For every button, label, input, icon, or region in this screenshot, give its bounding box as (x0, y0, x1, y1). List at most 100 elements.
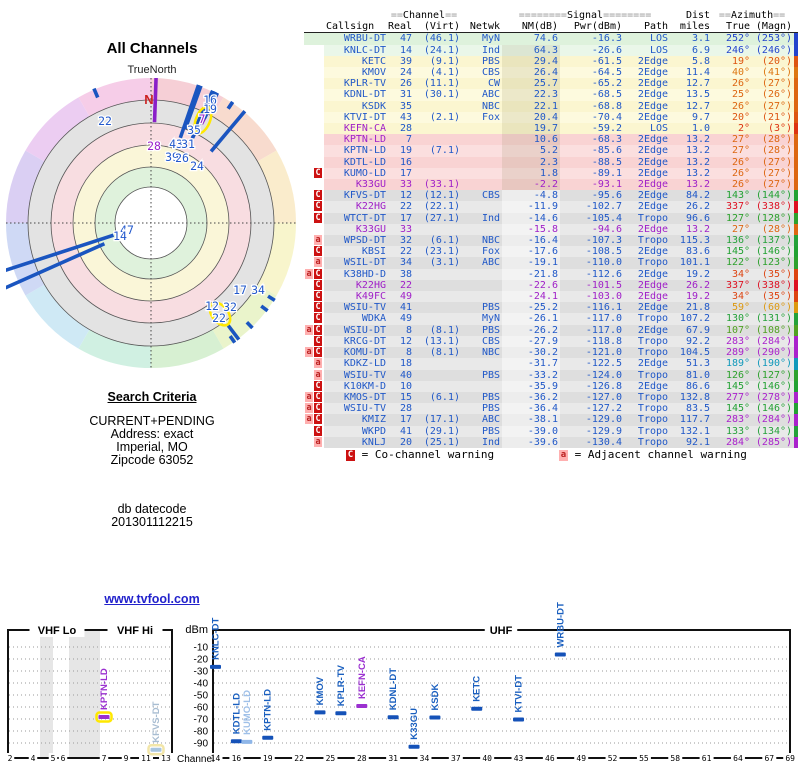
power-dbm-cell: -127.2 (585, 403, 622, 415)
co-channel-icon: C (314, 414, 322, 425)
search-criteria-title: Search Criteria (107, 390, 197, 404)
azimuth-magn-cell: (278°) (755, 391, 793, 403)
radar-spoke (226, 324, 241, 341)
nm-db-cell: -19.1 (502, 257, 560, 269)
virtual-channel-cell (414, 358, 462, 369)
nm-db-cell: -26.1 (502, 313, 560, 325)
miles-cell: 19.2 (685, 291, 711, 303)
real-channel-cell: 22 (399, 246, 412, 258)
real-channel-cell: 17 (399, 167, 412, 179)
warning-markers (304, 89, 324, 101)
table-row: C WTCT-DT 17 (27.1) Ind -14.6 -105.4 Tropo 96.6 1… (304, 212, 799, 224)
callsign-cell: K33GU (355, 179, 386, 191)
callsign-cell: WRBU-DT (343, 33, 386, 45)
table-row: C KRCG-DT 12 (13.1) CBS -27.9 -118.8 Tropo 92.2 2… (304, 335, 799, 348)
nm-db-cell: 19.7 (502, 123, 560, 135)
criteria-city: Imperial, MO (116, 440, 188, 454)
network-cell (462, 134, 502, 145)
warning-markers: C (304, 291, 324, 303)
warning-markers (304, 134, 324, 146)
power-dbm-cell: -129.9 (585, 425, 622, 437)
virtual-channel-cell: (27.1) (423, 212, 460, 224)
virtual-channel-cell: (33.1) (423, 179, 460, 191)
azimuth-color-strip (794, 335, 799, 348)
co-channel-icon: C (314, 212, 322, 223)
real-channel-cell: 39 (399, 55, 412, 67)
nm-db-cell: -22.6 (502, 279, 560, 292)
power-dbm-cell: -129.0 (585, 414, 622, 426)
radar-channel-label: 39 (165, 150, 179, 164)
real-channel-cell: 22 (399, 201, 412, 213)
path-cell: 2Edge (637, 100, 669, 112)
adjacent-channel-text: = Adjacent channel warning (574, 448, 747, 461)
dbm-axis-label: dBm (185, 624, 208, 636)
radar-spoke (228, 335, 237, 344)
channel-tick: 22 (294, 754, 304, 763)
channel-tick: 13 (161, 754, 171, 763)
band-title: VHF Lo (38, 625, 77, 637)
path-cell: 2Edge (637, 134, 669, 146)
virtual-channel-cell (414, 291, 462, 302)
miles-cell: 107.2 (679, 313, 711, 325)
channel-tick: 4 (31, 754, 36, 763)
nm-db-cell: 26.4 (502, 67, 560, 79)
virtual-channel-cell (414, 280, 462, 291)
signal-marker (210, 664, 221, 669)
azimuth-magn-cell: (27°) (761, 179, 793, 191)
miles-cell: 92.2 (685, 335, 711, 347)
real-channel-cell: 17 (399, 414, 412, 426)
table-row: a C WSIU-DT 8 (8.1) PBS -26.2 -117.0 2Edge 67.9 10… (304, 324, 799, 336)
callsign-cell: K49FC (355, 291, 386, 303)
nm-db-cell: 22.3 (502, 89, 560, 101)
azimuth-true-cell: 127° (725, 212, 751, 224)
table-row: C WKPD 41 (29.1) PBS -39.0 -129.9 Tropo 132.1 133… (304, 425, 799, 437)
nm-db-cell: -2.2 (502, 179, 560, 191)
callsign-cell: KPTN-LD (343, 134, 386, 146)
miles-cell: 83.5 (685, 403, 711, 415)
power-dbm-cell: -117.0 (585, 313, 622, 325)
warning-markers (304, 123, 324, 135)
miles-cell: 83.6 (685, 246, 711, 258)
virtual-channel-cell: (17.1) (423, 414, 460, 426)
adjacent-channel-icon: a (559, 449, 568, 461)
miles-cell: 3.1 (691, 33, 711, 45)
virtual-channel-cell (414, 134, 462, 145)
miles-cell: 5.8 (691, 55, 711, 67)
miles-cell: 12.7 (685, 100, 711, 112)
azimuth-magn-cell: (190°) (755, 358, 793, 370)
radar-spoke (0, 233, 115, 274)
callsign-cell: KMOV (361, 67, 386, 79)
real-channel-cell: 12 (399, 335, 412, 347)
azimuth-color-strip (794, 67, 799, 79)
real-channel-cell: 22 (399, 279, 412, 291)
azimuth-color-strip (794, 403, 799, 415)
tvfool-link[interactable]: www.tvfool.com (104, 592, 200, 606)
nm-db-cell: -15.8 (502, 223, 560, 236)
path-cell: 2Edge (637, 380, 669, 392)
power-dbm-cell: -107.3 (585, 235, 622, 247)
callsign-cell: WDKA (361, 313, 386, 325)
path-cell: 2Edge (637, 324, 669, 336)
radar-channel-label: 26 (175, 151, 189, 165)
table-row: a WPSD-DT 32 (6.1) NBC -16.4 -107.3 Tropo 115.3 1… (304, 235, 799, 247)
network-cell: CBS (481, 335, 500, 347)
path-cell: Tropo (637, 391, 669, 403)
azimuth-color-strip (794, 313, 799, 325)
truenorth-label: TrueNorth (127, 64, 177, 76)
virtual-channel-cell: (23.1) (423, 246, 460, 258)
co-channel-icon: C (314, 190, 322, 201)
pending-highlight (147, 743, 165, 756)
azimuth-true-cell: 252° (725, 33, 751, 45)
network-cell: PBS (481, 324, 500, 336)
azimuth-color-strip (794, 223, 799, 236)
virtual-channel-cell (414, 224, 462, 235)
warning-markers (304, 111, 324, 124)
callsign-cell: KPTN-LD (343, 145, 386, 157)
virtual-channel-cell (414, 123, 462, 134)
network-cell (462, 168, 502, 179)
azimuth-true-cell: 26° (731, 100, 751, 112)
callsign-cell: KSDK (361, 100, 386, 112)
azimuth-color-strip (794, 32, 799, 45)
nm-db-cell: 64.3 (502, 44, 560, 56)
